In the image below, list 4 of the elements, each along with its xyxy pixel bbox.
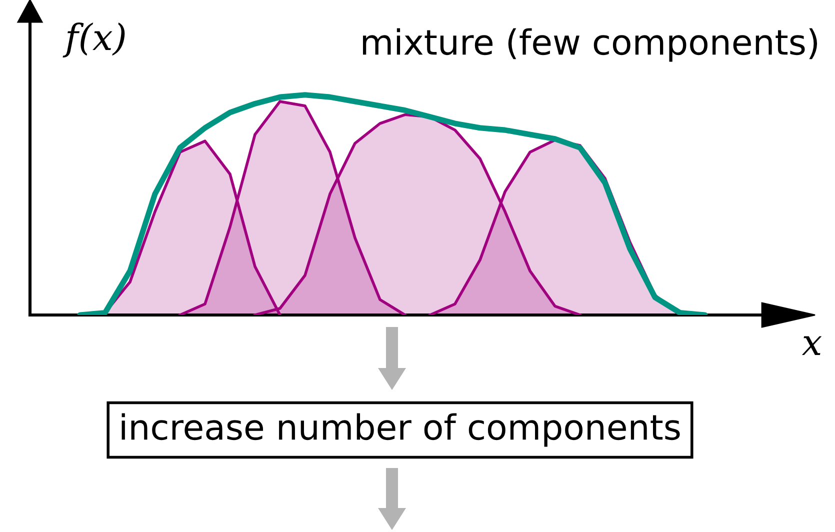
- x-axis-title: x: [802, 336, 822, 355]
- chart-title: mixture (few components): [362, 28, 818, 62]
- text: increase number of components: [122, 413, 680, 447]
- y-axis-title: f(x): [62, 22, 125, 58]
